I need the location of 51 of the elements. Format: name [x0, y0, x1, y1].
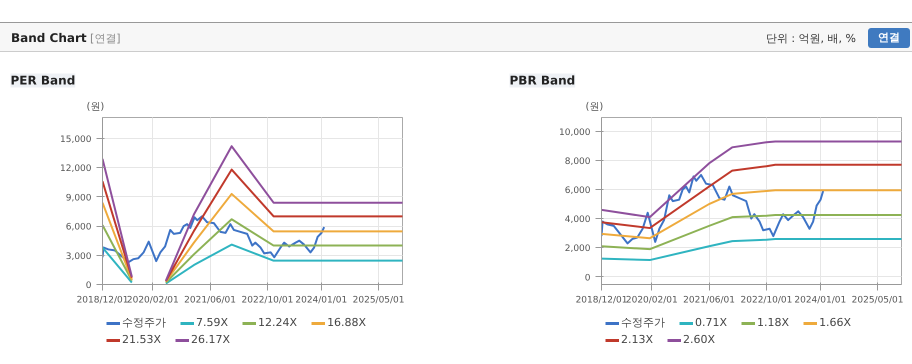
y-tick-label: 0	[86, 281, 92, 291]
text: 연결	[868, 28, 910, 48]
y-tick-label: 3,000	[66, 252, 92, 262]
legend-label: 7.59X	[196, 316, 228, 329]
y-tick-label: 9,000	[66, 193, 92, 204]
x-tick-label: 2022/10/01	[740, 296, 792, 306]
line-series	[602, 164, 902, 230]
y-tick-label: 2,000	[564, 244, 591, 254]
legend-label: 수정주가	[122, 315, 166, 330]
y-tick-label: 0	[584, 273, 591, 284]
legend-label: 12.24X	[258, 316, 298, 329]
y-tick-label: 4,000	[564, 215, 591, 226]
legend-label: 1.18X	[757, 316, 790, 329]
y-tick-label: 15,000	[60, 134, 92, 145]
y-axis-title: (원)	[586, 102, 604, 112]
chart-title: PBR Band	[510, 74, 576, 88]
legend-label: 16.88X	[327, 316, 366, 329]
line-series	[602, 214, 902, 250]
x-tick-label: 2025/05/01	[852, 296, 904, 306]
chart-title: PER Band	[10, 74, 76, 88]
x-tick-label: 2020/02/01	[126, 296, 179, 306]
x-tick-label: 2025/05/01	[352, 296, 405, 306]
y-tick-label: 6,000	[564, 186, 591, 196]
y-tick-label: 8,000	[564, 156, 591, 167]
x-tick-label: 2024/01/01	[295, 296, 348, 306]
x-tick-label: 2018/12/01	[76, 296, 128, 306]
legend-label: 2.13X	[621, 333, 654, 346]
x-tick-label: 2021/06/01	[184, 296, 236, 306]
x-tick-label: 2018/12/01	[576, 296, 628, 306]
legend-label: 21.53X	[122, 333, 162, 346]
legend-label: 0.71X	[695, 316, 728, 329]
x-tick-label: 2024/01/01	[794, 296, 846, 306]
y-tick-label: 12,000	[60, 164, 92, 174]
y-tick-label: 10,000	[559, 128, 591, 138]
line-series	[602, 174, 824, 244]
legend-label: 1.66X	[819, 316, 852, 329]
line-series	[602, 140, 902, 218]
legend-label: 수정주가	[621, 315, 665, 330]
y-tick-label: 6,000	[66, 222, 92, 233]
line-series	[602, 238, 902, 262]
text: Band Chart	[11, 30, 87, 47]
line-series	[102, 215, 326, 264]
x-tick-label: 2022/10/01	[242, 296, 294, 306]
x-tick-label: 2020/02/01	[626, 296, 678, 306]
legend-label: 2.60X	[683, 333, 716, 346]
y-axis-title: (원)	[86, 102, 104, 112]
text: 단위 : 억원, 배, %	[766, 31, 856, 47]
line-series	[602, 189, 902, 240]
x-tick-label: 2021/06/01	[683, 296, 736, 306]
legend-label: 26.17X	[191, 333, 230, 346]
text: [연결]	[90, 31, 121, 47]
